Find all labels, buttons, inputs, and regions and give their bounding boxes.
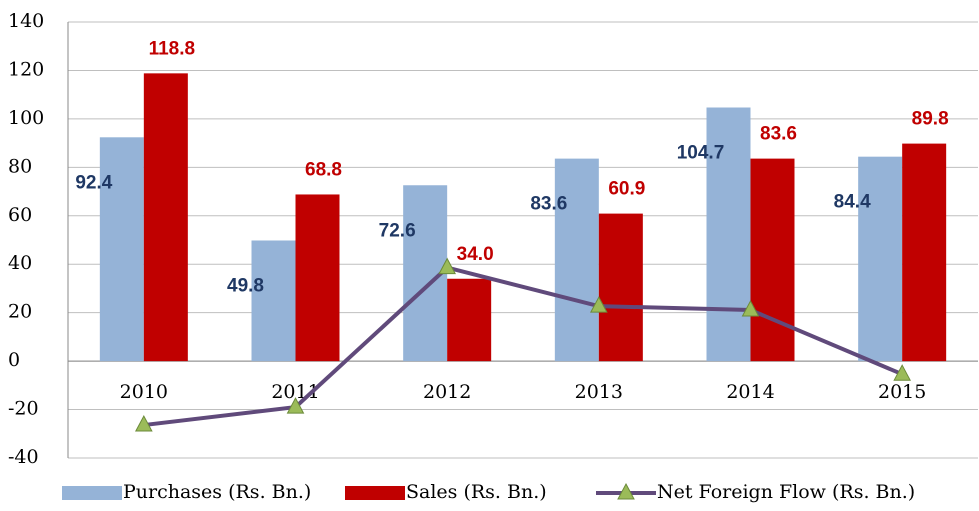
marker — [438, 257, 457, 275]
bar — [858, 156, 903, 362]
y-tick-label: 140 — [8, 10, 44, 32]
legend-label: Purchases (Rs. Bn.) — [123, 481, 311, 503]
data-label: 118.8 — [149, 38, 196, 59]
bar — [143, 73, 188, 362]
marker — [589, 296, 608, 313]
bar — [706, 107, 751, 362]
data-label: 60.9 — [608, 179, 645, 200]
x-tick-label: 2013 — [575, 381, 623, 403]
marker — [741, 299, 760, 317]
data-label: 89.8 — [912, 109, 949, 130]
bar — [295, 194, 340, 362]
bar — [99, 137, 144, 362]
y-tick-label: -40 — [8, 446, 39, 468]
x-tick-label: 2012 — [423, 381, 471, 403]
data-label: 104.7 — [677, 143, 725, 164]
bar — [447, 278, 492, 362]
y-tick-label: 100 — [8, 107, 44, 129]
legend-swatch — [345, 486, 405, 500]
bar — [902, 143, 947, 362]
y-tick-label: 60 — [8, 204, 32, 226]
x-tick-label: 2010 — [120, 381, 168, 403]
legend-label: Net Foreign Flow (Rs. Bn.) — [657, 481, 915, 503]
bar — [750, 158, 795, 362]
y-tick-label: 80 — [8, 155, 32, 177]
marker — [286, 397, 305, 414]
marker — [893, 364, 912, 381]
line — [143, 265, 903, 428]
bar — [554, 158, 599, 362]
data-label: 92.4 — [75, 172, 112, 193]
legend-marker — [617, 482, 635, 500]
y-tick-label: 40 — [8, 252, 32, 274]
y-tick-label: -20 — [8, 398, 39, 420]
data-label: 84.4 — [834, 192, 871, 213]
marker — [134, 414, 153, 432]
data-label: 72.6 — [379, 220, 416, 241]
legend-label: Sales (Rs. Bn.) — [406, 481, 547, 503]
legend-swatch — [62, 486, 122, 500]
y-tick-label: 20 — [8, 301, 32, 323]
y-tick-label: 0 — [8, 349, 20, 371]
data-label: 68.8 — [305, 159, 342, 180]
data-label: 83.6 — [530, 194, 567, 215]
data-label: 34.0 — [457, 244, 494, 265]
data-label: 83.6 — [760, 124, 797, 145]
x-tick-label: 2014 — [726, 381, 774, 403]
y-tick-label: 120 — [8, 58, 44, 80]
bar — [598, 213, 643, 362]
data-label: 49.8 — [227, 276, 264, 297]
bar — [251, 240, 296, 362]
x-tick-label: 2015 — [878, 381, 926, 403]
